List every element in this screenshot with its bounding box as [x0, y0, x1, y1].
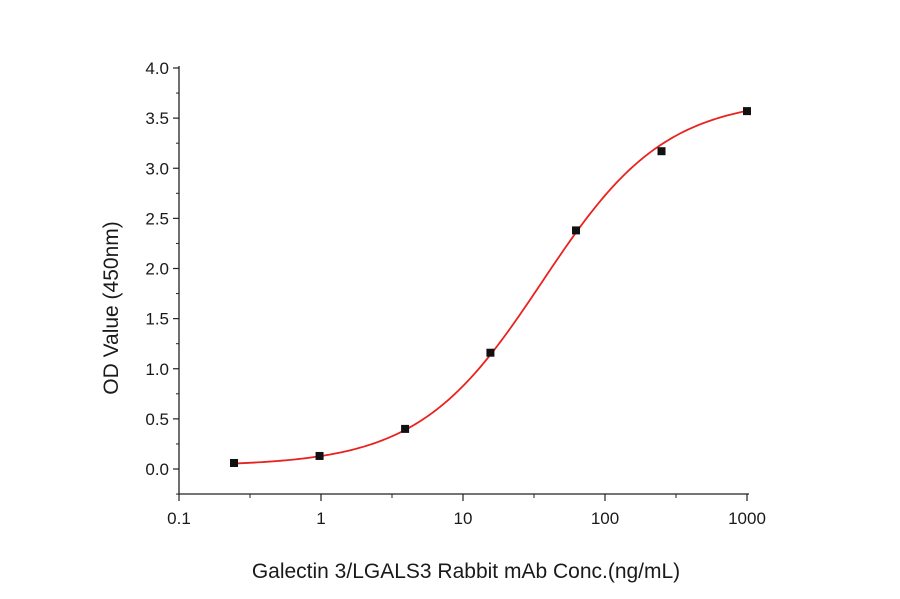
y-tick-label: 3.0: [145, 159, 169, 178]
x-tick-label: 1: [316, 509, 325, 528]
data-point: [315, 451, 324, 460]
points-layer: [230, 107, 751, 467]
x-tick-label: 10: [454, 509, 473, 528]
y-tick-label: 1.0: [145, 360, 169, 379]
y-tick-label: 0.0: [145, 460, 169, 479]
x-tick-label: 1000: [728, 509, 766, 528]
fit-layer: [233, 109, 748, 465]
x-tick-label: 0.1: [167, 509, 191, 528]
y-tick-label: 0.5: [145, 410, 169, 429]
axes: 0.0 0.5 1.0 1.5 2.0 2.5 3.0 3.5 4.0 0.1 1 10 100 1000: [145, 59, 766, 528]
data-point: [230, 458, 239, 467]
x-tick-label: 100: [591, 509, 619, 528]
data-point: [401, 424, 410, 433]
y-tick-label: 1.5: [145, 310, 169, 329]
y-axis-title: OD Value (450nm): [100, 221, 123, 395]
data-point: [743, 107, 751, 116]
data-point: [486, 348, 495, 357]
data-point: [657, 147, 666, 156]
y-tick-label: 3.5: [145, 109, 169, 128]
y-tick-label: 2.0: [145, 260, 169, 279]
x-axis-title: Galectin 3/LGALS3 Rabbit mAb Conc.(ng/mL…: [252, 560, 680, 583]
y-tick-label: 2.5: [145, 209, 169, 228]
y-tick-label: 4.0: [145, 59, 169, 78]
fit-curve: [233, 109, 748, 465]
data-point: [572, 226, 581, 235]
